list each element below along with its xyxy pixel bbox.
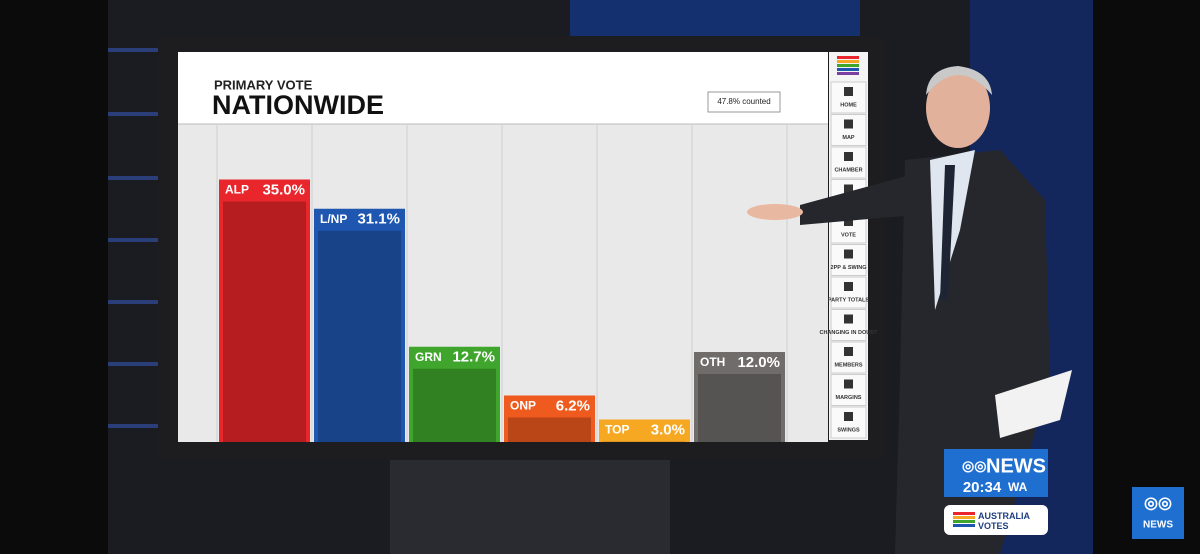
counted-box: [707, 91, 781, 113]
menu-label: MAP: [842, 135, 855, 141]
menu-label: CHAMBER: [834, 167, 862, 173]
value-label: 3.0%: [651, 421, 685, 438]
party-label: ONP: [510, 399, 536, 413]
time-zone: WA: [1008, 480, 1028, 494]
sidebar-logo: [837, 56, 859, 75]
menu-label: MARGINS: [836, 395, 862, 401]
menu-label: VOTE: [841, 232, 856, 238]
event-box: AUSTRALIA VOTES: [978, 511, 1030, 531]
event-logo: [953, 512, 975, 527]
screen-stand: [390, 460, 670, 554]
bar: [504, 395, 595, 442]
news-bug: [944, 449, 1048, 497]
event: AUSTRALIA VOTES: [978, 511, 1030, 531]
party-label: OTH: [700, 355, 725, 369]
menu-icon: [844, 379, 853, 389]
menu-label: 2PP & SWING: [831, 265, 867, 271]
chart: ALP 35.0% L/NP 31.1% GRN 12.7% ONP 6.2% TOP 3.0% O…: [216, 124, 788, 442]
bar-shade: [603, 441, 686, 442]
value-label: 12.7%: [452, 349, 495, 366]
menu-icon: [844, 87, 853, 96]
counted-badge: 47.8% counted: [717, 97, 770, 106]
value-label: 35.0%: [262, 181, 305, 198]
bar: [599, 419, 690, 442]
menu-label: PARTY TOTALS: [828, 297, 869, 303]
bar-shade: [698, 374, 781, 442]
value-label: 31.1%: [357, 211, 400, 228]
menu-icon: [844, 347, 853, 356]
menu-icon: [844, 412, 853, 421]
bar-shade: [413, 368, 496, 442]
party-label: TOP: [605, 423, 629, 437]
menu-icon: [844, 282, 853, 291]
party-label: ALP: [225, 183, 249, 197]
kicker: PRIMARY VOTE: [214, 77, 313, 92]
menu-icon: [844, 119, 853, 129]
menu: HOMEMAPCHAMBERPRIMARYVOTE2PP & SWINGPART…: [819, 81, 878, 439]
menu-icon: [844, 217, 853, 226]
party-label: GRN: [415, 350, 442, 364]
bar: [694, 352, 785, 442]
brand-logo: ◎◎: [962, 458, 986, 474]
time: 20:34: [963, 479, 1002, 496]
studio-wall: [570, 0, 860, 36]
corner-logo: ◎◎: [1144, 495, 1172, 512]
brand: NEWS: [986, 455, 1046, 477]
bar-shade: [508, 417, 591, 442]
bar: [409, 346, 500, 442]
value-label: 6.2%: [556, 397, 590, 414]
bar-shade: [223, 201, 306, 442]
menu-icon: [844, 249, 853, 259]
corner: NEWS: [1143, 520, 1173, 531]
menu-label: MEMBERS: [834, 362, 862, 368]
menu-label: HOME: [840, 102, 857, 108]
party-label: L/NP: [320, 212, 347, 226]
chart-title: NATIONWIDE: [212, 90, 384, 120]
studio-stripes: [108, 48, 158, 428]
menu-icon: [844, 314, 853, 324]
menu-icon: [844, 152, 853, 161]
bar-shade: [318, 230, 401, 442]
menu-icon: [844, 184, 853, 194]
value-label: 12.0%: [737, 354, 780, 371]
menu-label: SWINGS: [837, 427, 860, 433]
menu-label: CHANGING IN DOUBT: [819, 330, 878, 336]
bar: [219, 179, 310, 442]
bar: [314, 208, 405, 442]
corner-bug: [1132, 487, 1184, 539]
